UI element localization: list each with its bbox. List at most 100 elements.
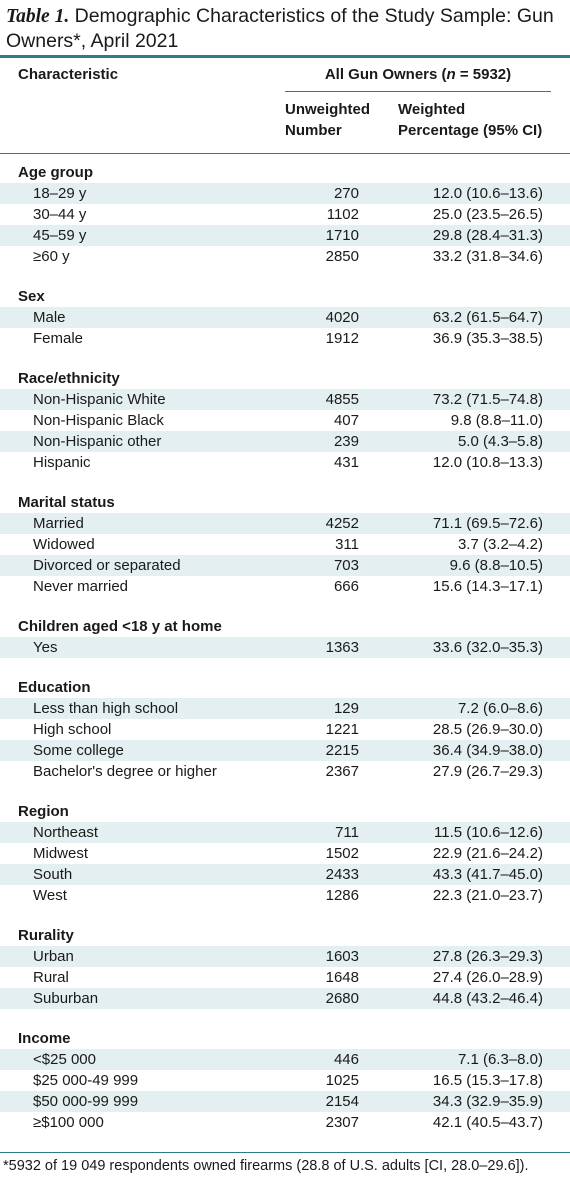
- weighted-percentage: 11.5 (10.6–12.6): [434, 824, 543, 841]
- header-col1-line2: Number: [285, 122, 342, 139]
- weighted-percentage: 7.1 (6.3–8.0): [457, 1051, 543, 1068]
- section-heading: Education: [18, 679, 91, 696]
- table-row: ≥60 y 2850 33.2 (31.8–34.6): [0, 246, 570, 267]
- table-row: Married 4252 71.1 (69.5–72.6): [0, 513, 570, 534]
- table-row: West 1286 22.3 (21.0–23.7): [0, 885, 570, 906]
- row-label: <$25 000: [33, 1051, 96, 1068]
- table-header: Characteristic All Gun Owners (n = 5932)…: [0, 58, 570, 154]
- table-row: Urban 1603 27.8 (26.3–29.3): [0, 946, 570, 967]
- header-col2-line2: Percentage (95% CI): [398, 122, 543, 139]
- header-col1-line1: Unweighted: [285, 101, 370, 118]
- weighted-percentage: 12.0 (10.8–13.3): [432, 454, 543, 471]
- row-label: High school: [33, 721, 112, 738]
- table-row: Female 1912 36.9 (35.3–38.5): [0, 328, 570, 349]
- table-title-block: Table 1. Demographic Characteristics of …: [0, 0, 570, 58]
- row-label: $25 000-49 999: [33, 1072, 139, 1089]
- row-label: Rural: [33, 969, 69, 986]
- table-row: Yes 1363 33.6 (32.0–35.3): [0, 637, 570, 658]
- row-label: Some college: [33, 742, 124, 759]
- section-heading: Marital status: [18, 494, 115, 511]
- header-group-rule: [285, 91, 551, 92]
- section: Children aged <18 y at home Yes 1363 33.6 (…: [0, 616, 570, 658]
- header-unweighted-number: Unweighted Number: [285, 99, 370, 141]
- unweighted-number: 4252: [325, 515, 359, 532]
- unweighted-number: 4020: [325, 309, 359, 326]
- weighted-percentage: 27.8 (26.3–29.3): [432, 948, 543, 965]
- header-group: All Gun Owners (n = 5932): [324, 66, 512, 83]
- unweighted-number: 711: [335, 824, 359, 841]
- table-number: Table 1.: [6, 6, 70, 27]
- weighted-percentage: 34.3 (32.9–35.9): [432, 1093, 543, 1110]
- row-label: ≥$100 000: [33, 1114, 104, 1131]
- unweighted-number: 407: [333, 412, 359, 429]
- table-title: Table 1. Demographic Characteristics of …: [6, 4, 564, 53]
- weighted-percentage: 33.2 (31.8–34.6): [432, 248, 543, 265]
- table-row: Bachelor's degree or higher 2367 27.9 (26.…: [0, 761, 570, 782]
- weighted-percentage: 22.3 (21.0–23.7): [432, 887, 543, 904]
- unweighted-number: 1363: [325, 639, 359, 656]
- weighted-percentage: 22.9 (21.6–24.2): [432, 845, 543, 862]
- unweighted-number: 129: [333, 700, 359, 717]
- weighted-percentage: 42.1 (40.5–43.7): [432, 1114, 543, 1131]
- row-label: 18–29 y: [33, 185, 87, 202]
- unweighted-number: 270: [333, 185, 359, 202]
- unweighted-number: 1710: [325, 227, 359, 244]
- header-characteristic: Characteristic: [18, 66, 119, 83]
- unweighted-number: 239: [333, 433, 359, 450]
- weighted-percentage: 33.6 (32.0–35.3): [432, 639, 543, 656]
- row-label: ≥60 y: [33, 248, 70, 265]
- row-label: Widowed: [33, 536, 95, 553]
- unweighted-number: 311: [335, 536, 359, 553]
- weighted-percentage: 27.4 (26.0–28.9): [432, 969, 543, 986]
- header-weighted-percentage: Weighted Percentage (95% CI): [398, 99, 542, 141]
- table-row: $50 000-99 999 2154 34.3 (32.9–35.9): [0, 1091, 570, 1112]
- row-label: 30–44 y: [33, 206, 87, 223]
- table-row: Suburban 2680 44.8 (43.2–46.4): [0, 988, 570, 1009]
- table-row: 30–44 y 1102 25.0 (23.5–26.5): [0, 204, 570, 225]
- section-heading: Sex: [18, 288, 45, 305]
- unweighted-number: 2154: [325, 1093, 359, 1110]
- table-row: 45–59 y 1710 29.8 (28.4–31.3): [0, 225, 570, 246]
- footer-rule: [0, 1152, 570, 1153]
- table-row: 18–29 y 270 12.0 (10.6–13.6): [0, 183, 570, 204]
- table-row: Non-Hispanic other 239 5.0 (4.3–5.8): [0, 431, 570, 452]
- weighted-percentage: 36.9 (35.3–38.5): [432, 330, 543, 347]
- unweighted-number: 2215: [325, 742, 359, 759]
- table-row: Never married 666 15.6 (14.3–17.1): [0, 576, 570, 597]
- section: Region Northeast 711 11.5 (10.6–12.6) Midwes…: [0, 801, 570, 906]
- section: Education Less than high school 129 7.2 (6.…: [0, 677, 570, 782]
- unweighted-number: 1286: [325, 887, 359, 904]
- row-label: Non-Hispanic other: [33, 433, 162, 450]
- table-caption: Demographic Characteristics of the Study…: [6, 5, 554, 52]
- table-row: South 2433 43.3 (41.7–45.0): [0, 864, 570, 885]
- row-label: Less than high school: [33, 700, 179, 717]
- footnote: *5932 of 19 049 respondents owned firear…: [3, 1158, 529, 1174]
- row-label: $50 000-99 999: [33, 1093, 139, 1110]
- table-row: $25 000-49 999 1025 16.5 (15.3–17.8): [0, 1070, 570, 1091]
- weighted-percentage: 36.4 (34.9–38.0): [432, 742, 543, 759]
- weighted-percentage: 15.6 (14.3–17.1): [432, 578, 543, 595]
- table-body: Age group 18–29 y 270 12.0 (10.6–13.6) 30–44…: [0, 154, 570, 1133]
- table-row: <$25 000 446 7.1 (6.3–8.0): [0, 1049, 570, 1070]
- table-row: Rural 1648 27.4 (26.0–28.9): [0, 967, 570, 988]
- unweighted-number: 1648: [325, 969, 359, 986]
- weighted-percentage: 7.2 (6.0–8.6): [457, 700, 543, 717]
- table-row: Midwest 1502 22.9 (21.6–24.2): [0, 843, 570, 864]
- row-label: 45–59 y: [33, 227, 87, 244]
- section-heading: Income: [18, 1030, 71, 1047]
- section: Rurality Urban 1603 27.8 (26.3–29.3) Rural 16…: [0, 925, 570, 1009]
- weighted-percentage: 5.0 (4.3–5.8): [457, 433, 543, 450]
- unweighted-number: 1502: [325, 845, 359, 862]
- section-heading: Age group: [18, 164, 93, 181]
- unweighted-number: 2367: [325, 763, 359, 780]
- table-row: High school 1221 28.5 (26.9–30.0): [0, 719, 570, 740]
- section: Marital status Married 4252 71.1 (69.5–72.6…: [0, 492, 570, 597]
- section-heading: Rurality: [18, 927, 74, 944]
- row-label: Suburban: [33, 990, 99, 1007]
- table-row: Hispanic 431 12.0 (10.8–13.3): [0, 452, 570, 473]
- unweighted-number: 666: [333, 578, 359, 595]
- row-label: Urban: [33, 948, 74, 965]
- table-row: ≥$100 000 2307 42.1 (40.5–43.7): [0, 1112, 570, 1133]
- row-label: West: [33, 887, 67, 904]
